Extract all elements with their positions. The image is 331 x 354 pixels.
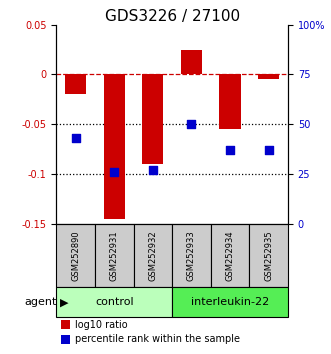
Bar [181,50,202,74]
Bar [104,74,125,219]
Text: percentile rank within the sample: percentile rank within the sample [75,335,240,344]
Text: control: control [95,297,133,307]
Point [73,135,78,141]
Text: GSM252933: GSM252933 [187,230,196,281]
Title: GDS3226 / 27100: GDS3226 / 27100 [105,8,240,24]
Point [227,147,233,153]
Text: agent: agent [24,297,56,307]
Text: GSM252934: GSM252934 [225,230,235,281]
Point [266,147,271,153]
Bar [172,224,211,287]
Bar [133,224,172,287]
Bar [61,320,70,329]
Bar [249,224,288,287]
Text: GSM252890: GSM252890 [71,230,80,281]
Bar [258,74,279,79]
Bar [65,74,86,95]
Text: GSM252931: GSM252931 [110,230,119,281]
Point [112,169,117,175]
Bar [142,74,164,164]
Bar [172,287,288,317]
Bar [56,224,95,287]
Point [189,121,194,127]
Bar [211,224,249,287]
Point [150,167,156,173]
Text: ▶: ▶ [60,297,68,307]
Bar [61,335,70,344]
Text: log10 ratio: log10 ratio [75,320,127,330]
Text: GSM252932: GSM252932 [148,230,157,281]
Text: GSM252935: GSM252935 [264,230,273,281]
Bar [219,74,241,129]
Text: interleukin-22: interleukin-22 [191,297,269,307]
Bar [95,224,133,287]
Bar [56,287,172,317]
